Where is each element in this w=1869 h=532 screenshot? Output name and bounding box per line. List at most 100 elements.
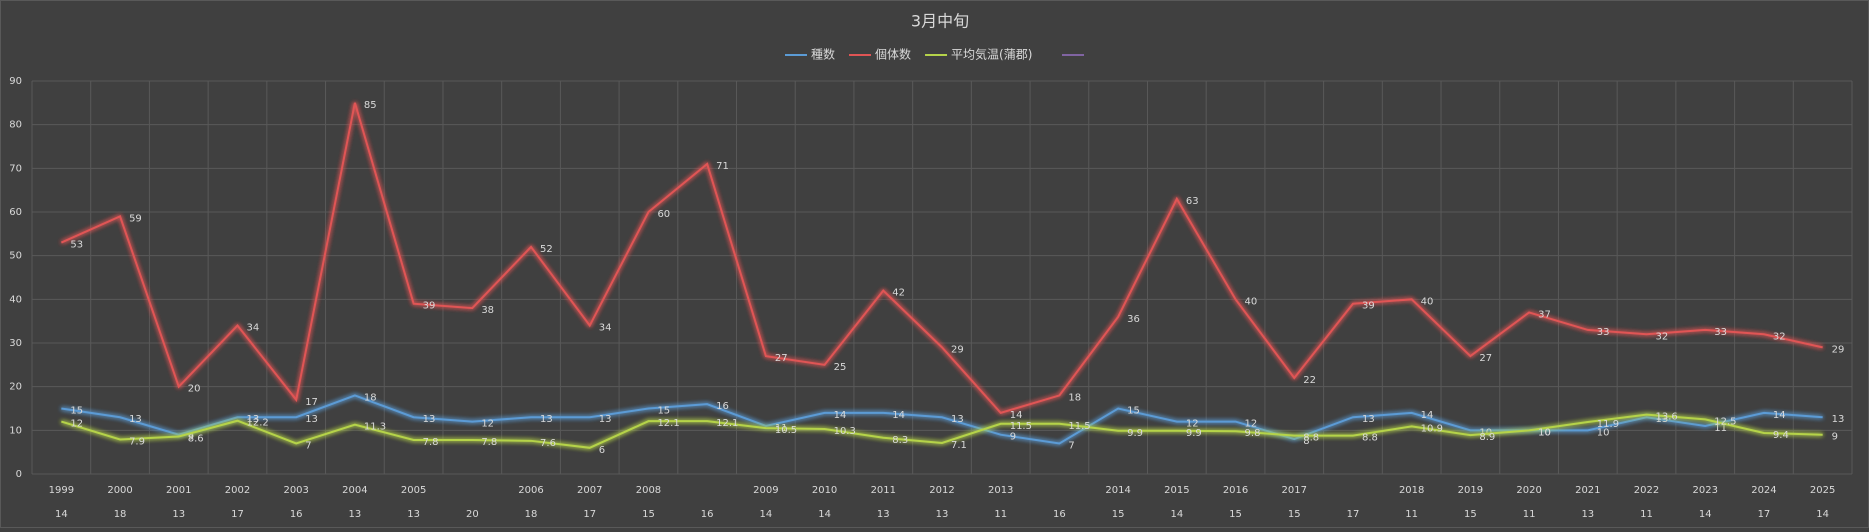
x-tick-label: 2015 xyxy=(1164,485,1189,496)
data-label: 12 xyxy=(1186,419,1199,430)
data-label: 11.5 xyxy=(1010,421,1032,432)
data-label: 13 xyxy=(1656,414,1669,425)
data-label: 12 xyxy=(70,419,83,430)
data-label: 14 xyxy=(1421,410,1434,421)
x-tick-label: 2012 xyxy=(929,485,954,496)
data-label: 13 xyxy=(1832,414,1845,425)
x-tick-label: 2002 xyxy=(225,485,250,496)
x-sub-label: 14 xyxy=(1170,509,1183,520)
x-tick-label: 2014 xyxy=(1105,485,1130,496)
x-sub-label: 13 xyxy=(172,509,185,520)
data-label: 39 xyxy=(1362,301,1375,312)
data-label: 25 xyxy=(834,362,847,373)
data-label: 13.6 xyxy=(1656,412,1678,423)
data-label: 6 xyxy=(599,445,605,456)
y-tick-label: 20 xyxy=(9,382,22,393)
x-tick-label: 2011 xyxy=(871,485,896,496)
x-tick-label: 2023 xyxy=(1692,485,1717,496)
data-label: 59 xyxy=(129,213,142,224)
data-label: 18 xyxy=(364,392,377,403)
data-label: 27 xyxy=(1479,353,1492,364)
data-label: 10 xyxy=(1538,427,1551,438)
data-label: 9.8 xyxy=(1245,428,1261,439)
data-label: 16 xyxy=(716,401,729,412)
data-label: 12.2 xyxy=(246,418,268,429)
data-label: 36 xyxy=(1127,314,1140,325)
x-tick-label: 2010 xyxy=(812,485,837,496)
data-label: 12 xyxy=(481,419,494,430)
data-label: 7.8 xyxy=(423,437,439,448)
x-sub-label: 13 xyxy=(936,509,949,520)
x-sub-label: 17 xyxy=(231,509,244,520)
chart-title: 3月中旬 xyxy=(911,12,969,31)
x-sub-label: 15 xyxy=(1112,509,1125,520)
data-label: 10.5 xyxy=(775,425,797,436)
data-label: 14 xyxy=(1773,410,1786,421)
data-label: 22 xyxy=(1303,375,1316,386)
legend-label: 種数 xyxy=(811,47,835,62)
data-label: 11.9 xyxy=(1597,419,1619,430)
x-sub-label: 14 xyxy=(1816,509,1829,520)
data-label: 10 xyxy=(1597,427,1610,438)
y-tick-label: 40 xyxy=(9,294,22,305)
data-label: 15 xyxy=(657,406,670,417)
x-tick-label: 2024 xyxy=(1751,485,1776,496)
data-label: 17 xyxy=(305,397,318,408)
data-label: 14 xyxy=(1010,410,1023,421)
x-tick-label: 2025 xyxy=(1810,485,1835,496)
data-label: 12.5 xyxy=(1714,416,1736,427)
data-label: 40 xyxy=(1245,296,1258,307)
x-tick-label: 2001 xyxy=(166,485,191,496)
data-label: 15 xyxy=(70,406,83,417)
data-label: 11.3 xyxy=(364,422,386,433)
y-tick-label: 0 xyxy=(16,469,22,480)
x-sub-label: 16 xyxy=(290,509,303,520)
x-sub-label: 18 xyxy=(114,509,127,520)
x-tick-label: 2016 xyxy=(1223,485,1248,496)
y-tick-label: 90 xyxy=(9,76,22,87)
x-tick-label: 2008 xyxy=(636,485,661,496)
data-label: 9 xyxy=(188,432,194,443)
data-label: 10 xyxy=(1479,427,1492,438)
data-label: 14 xyxy=(892,410,905,421)
data-label: 12.1 xyxy=(657,418,679,429)
data-label: 8.8 xyxy=(1303,433,1319,444)
x-tick-label: 2017 xyxy=(1282,485,1307,496)
x-sub-label: 15 xyxy=(1288,509,1301,520)
data-label: 33 xyxy=(1714,327,1727,338)
data-label: 8.9 xyxy=(1479,432,1495,443)
data-label: 20 xyxy=(188,384,201,395)
data-label: 7 xyxy=(305,440,311,451)
x-sub-label: 14 xyxy=(760,509,773,520)
data-label: 9.4 xyxy=(1773,430,1789,441)
data-label: 13 xyxy=(599,414,612,425)
x-sub-label: 11 xyxy=(1405,509,1418,520)
data-label: 29 xyxy=(1832,344,1845,355)
data-label: 7.1 xyxy=(951,440,967,451)
x-sub-label: 14 xyxy=(55,509,68,520)
data-label: 13 xyxy=(951,414,964,425)
data-label: 33 xyxy=(1597,327,1610,338)
x-tick-label: 2009 xyxy=(753,485,778,496)
data-label: 13 xyxy=(246,414,259,425)
data-label: 8.8 xyxy=(1362,433,1378,444)
data-label: 15 xyxy=(1127,406,1140,417)
data-label: 7.9 xyxy=(129,437,145,448)
x-sub-label: 16 xyxy=(701,509,714,520)
data-label: 13 xyxy=(305,414,318,425)
data-label: 9.9 xyxy=(1127,428,1143,439)
data-label: 7.6 xyxy=(540,438,556,449)
data-label: 8.6 xyxy=(188,433,204,444)
x-sub-label: 17 xyxy=(1347,509,1360,520)
data-label: 8.3 xyxy=(892,435,908,446)
data-label: 9.9 xyxy=(1186,428,1202,439)
x-tick-label: 2021 xyxy=(1575,485,1600,496)
y-tick-label: 80 xyxy=(9,120,22,131)
x-sub-label: 11 xyxy=(1640,509,1653,520)
x-sub-label: 13 xyxy=(407,509,420,520)
x-tick-label: 2022 xyxy=(1634,485,1659,496)
y-tick-label: 70 xyxy=(9,163,22,174)
data-label: 14 xyxy=(834,410,847,421)
